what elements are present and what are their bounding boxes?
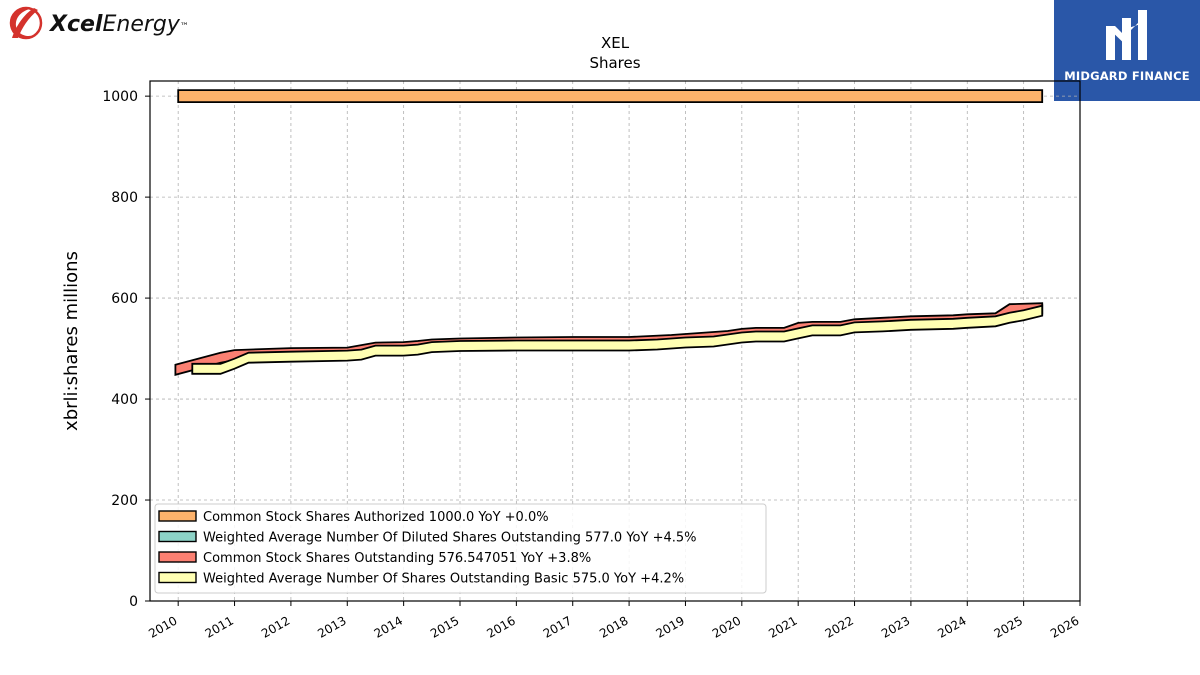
- legend-swatch: [158, 551, 197, 563]
- y-tick-label: 800: [111, 190, 138, 206]
- x-tick-label: 2012: [259, 613, 292, 640]
- x-tick-label: 2015: [428, 613, 461, 640]
- x-tick-label: 2014: [372, 613, 405, 640]
- y-tick-label: 1000: [102, 89, 138, 105]
- midgard-finance-logo: MIDGARD FINANCE: [1054, 0, 1200, 101]
- y-axis-ticks: 0 200 400 600 800 1000: [102, 89, 150, 610]
- chart-title: XEL: [601, 34, 630, 52]
- y-tick-label: 0: [129, 594, 138, 610]
- x-axis-ticks: 2010 2011 2012 2013 2014 2015 2016 2017 2018 2019…: [146, 601, 1082, 641]
- x-tick-label: 2024: [935, 613, 968, 640]
- chart-subtitle: Shares: [589, 54, 640, 72]
- series-layer: [174, 89, 1044, 376]
- legend-entry: Common Stock Shares Authorized 1000.0 Yo…: [203, 510, 549, 525]
- legend-entry: Weighted Average Number Of Diluted Share…: [203, 531, 697, 546]
- x-tick-label: 2022: [823, 613, 856, 640]
- x-tick-label: 2010: [146, 613, 179, 640]
- series-band-0: [177, 89, 1044, 103]
- svg-text:XcelEnergy™: XcelEnergy™: [48, 12, 189, 37]
- legend-swatch: [158, 571, 197, 584]
- x-tick-label: 2011: [203, 613, 236, 640]
- legend-swatch: [158, 510, 197, 522]
- trademark-mark: ™: [180, 22, 189, 32]
- x-tick-label: 2025: [992, 613, 1025, 640]
- midgard-finance-m-icon: [1106, 10, 1147, 60]
- x-tick-label: 2018: [597, 613, 630, 640]
- legend-entry: Common Stock Shares Outstanding 576.5470…: [203, 551, 591, 566]
- brand-name-light: Energy: [102, 12, 180, 37]
- brand-right-name: MIDGARD FINANCE: [1064, 69, 1190, 83]
- plot-frame: [149, 80, 1081, 602]
- series-band-3: [191, 304, 1044, 375]
- x-tick-label: 2013: [315, 613, 348, 640]
- x-tick-label: 2016: [484, 613, 517, 640]
- y-tick-label: 200: [111, 493, 138, 509]
- brand-name-bold: Xcel: [48, 12, 103, 37]
- x-tick-label: 2017: [541, 613, 574, 640]
- y-tick-label: 600: [111, 291, 138, 307]
- x-tick-label: 2020: [710, 613, 743, 640]
- x-tick-label: 2019: [654, 613, 687, 640]
- x-tick-label: 2026: [1048, 613, 1081, 640]
- x-tick-label: 2021: [766, 613, 799, 640]
- series-band-2: [174, 302, 1044, 376]
- x-tick-label: 2023: [879, 613, 912, 640]
- xcel-energy-swoosh-icon: XcelEnergy™: [9, 6, 189, 40]
- y-axis-label: xbrli:shares millions: [61, 251, 82, 431]
- legend-entry: Weighted Average Number Of Shares Outsta…: [203, 572, 684, 587]
- y-tick-label: 400: [111, 392, 138, 408]
- legend-box: [154, 503, 767, 594]
- legend: Common Stock Shares Authorized 1000.0 Yo…: [154, 503, 767, 594]
- legend-swatch: [158, 530, 197, 543]
- xcel-energy-logo: XcelEnergy™: [4, 2, 204, 44]
